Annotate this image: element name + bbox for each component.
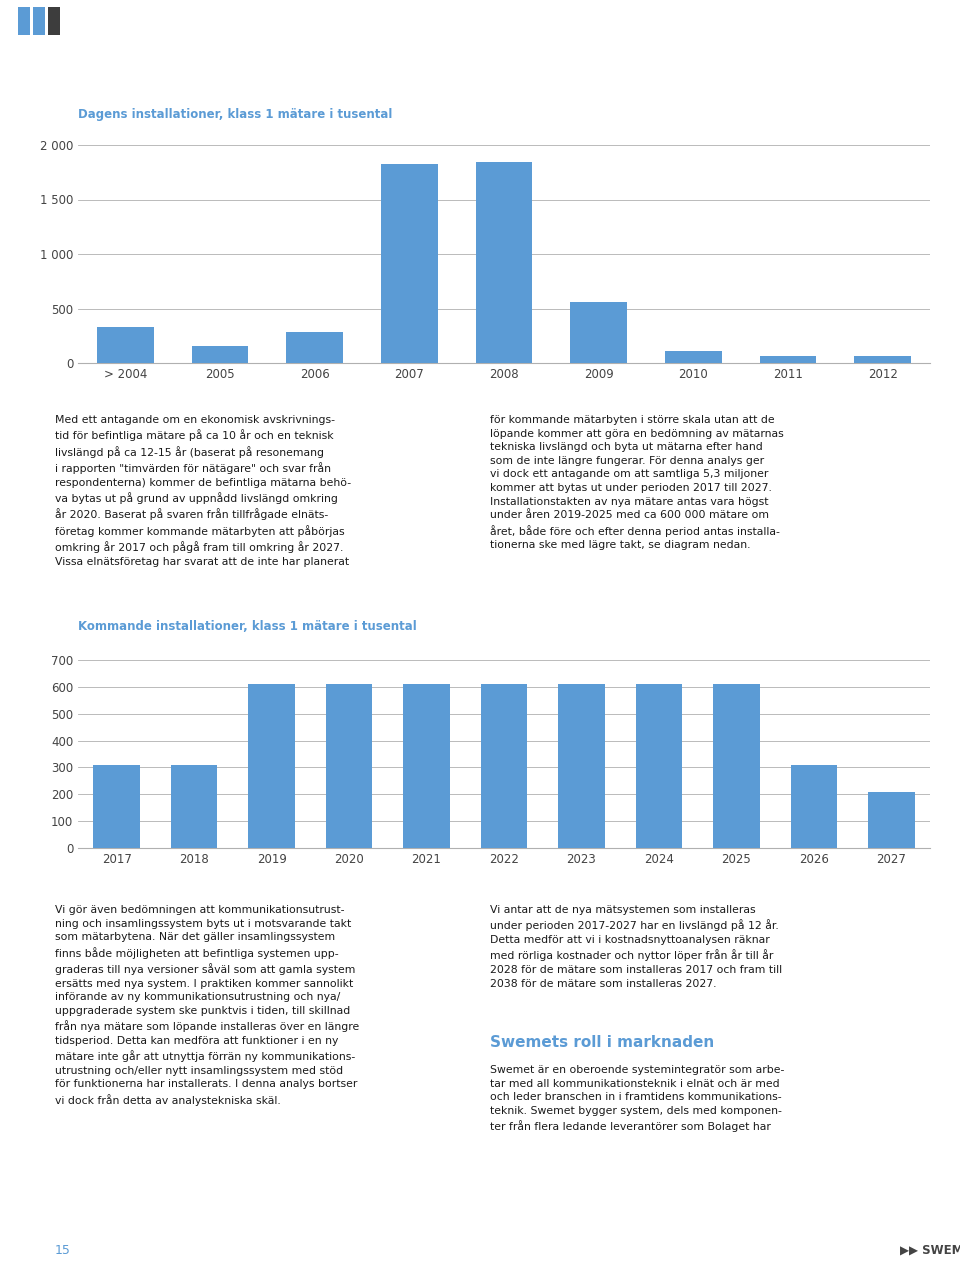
Bar [192, 346, 249, 363]
Bar [475, 163, 533, 363]
Text: Swemets roll i marknaden: Swemets roll i marknaden [490, 1035, 714, 1050]
Text: för kommande mätarbyten i större skala utan att de
löpande kommer att göra en be: för kommande mätarbyten i större skala u… [490, 415, 783, 550]
Bar [636, 685, 683, 847]
Bar [325, 685, 372, 847]
Bar [381, 164, 438, 363]
Bar [286, 332, 343, 363]
Text: 15: 15 [55, 1245, 71, 1257]
Bar [93, 764, 140, 847]
Bar [854, 356, 911, 363]
Text: Med ett antagande om en ekonomisk avskrivnings-
tid för befintliga mätare på ca : Med ett antagande om en ekonomisk avskri… [55, 415, 351, 566]
Bar [97, 327, 154, 363]
Bar [791, 764, 837, 847]
Bar [48, 8, 60, 35]
Text: Vi antar att de nya mätsystemen som installeras
under perioden 2017-2027 har en : Vi antar att de nya mätsystemen som inst… [490, 905, 782, 989]
Bar [665, 351, 722, 363]
Text: Dagens installationer, klass 1 mätare i tusental: Dagens installationer, klass 1 mätare i … [78, 108, 393, 121]
Bar [18, 8, 30, 35]
Bar [713, 685, 759, 847]
Bar [403, 685, 450, 847]
Bar [171, 764, 217, 847]
Text: Swemet är en oberoende systemintegratör som arbe-
tar med all kommunikationstekn: Swemet är en oberoende systemintegratör … [490, 1066, 784, 1132]
Bar [759, 356, 816, 363]
Bar [33, 8, 45, 35]
Text: MARKNADSÖVERSIKT: MARKNADSÖVERSIKT [68, 14, 252, 29]
Bar [558, 685, 605, 847]
Text: Kommande installationer, klass 1 mätare i tusental: Kommande installationer, klass 1 mätare … [78, 620, 417, 633]
Bar [249, 685, 295, 847]
Bar [570, 301, 627, 363]
Bar [868, 792, 915, 847]
Text: ▶▶ SWEMET: ▶▶ SWEMET [900, 1245, 960, 1257]
Text: Vi gör även bedömningen att kommunikationsutrust-
ning och insamlingssystem byts: Vi gör även bedömningen att kommunikatio… [55, 905, 359, 1106]
Bar [481, 685, 527, 847]
